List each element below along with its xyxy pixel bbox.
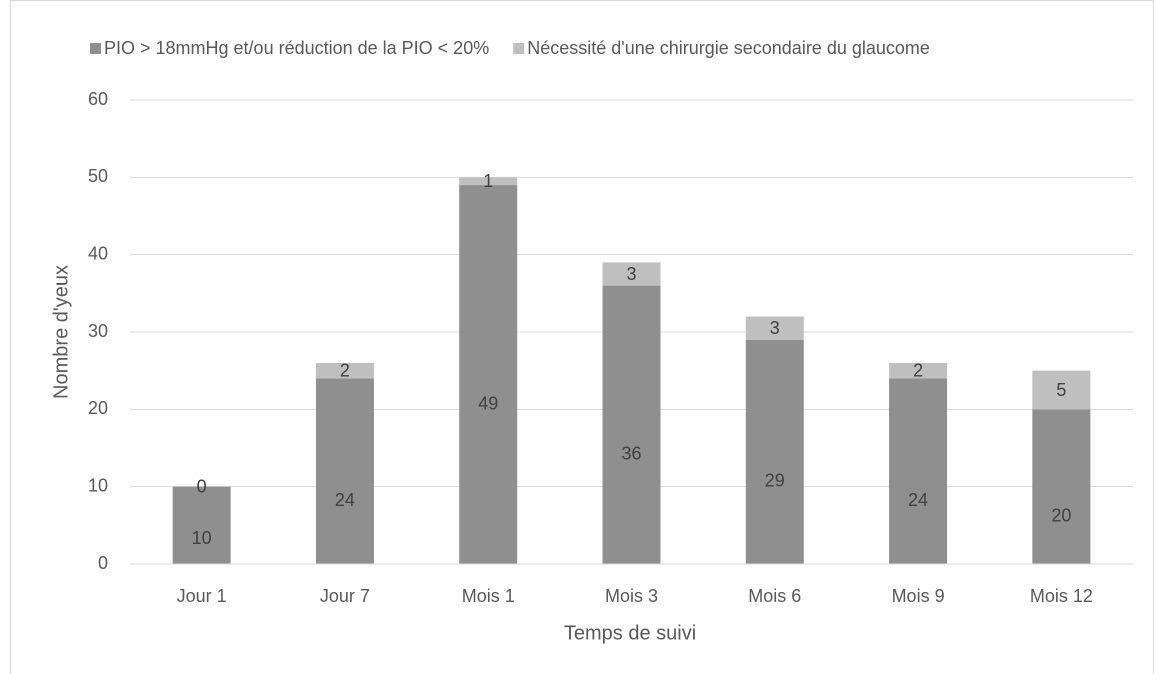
x-tick-label: Mois 6	[748, 586, 801, 606]
bar-segment	[315, 378, 374, 564]
bar-segment	[315, 362, 374, 379]
bar-segment	[459, 177, 518, 186]
data-label: 3	[626, 264, 636, 284]
y-axis-title: Nombre d'yeux	[50, 265, 72, 399]
legend-label: Nécessité d'une chirurgie secondaire du …	[527, 38, 930, 58]
chart-frame	[10, 0, 1154, 674]
legend-swatch	[90, 43, 101, 54]
bar-segment	[1032, 370, 1091, 410]
data-label: 10	[192, 528, 212, 548]
bar-segment	[889, 378, 948, 564]
data-label: 29	[765, 471, 785, 491]
x-tick-label: Mois 12	[1030, 586, 1093, 606]
x-tick-label: Mois 9	[892, 586, 945, 606]
bar-segment	[889, 362, 948, 379]
y-tick-label: 0	[98, 553, 108, 573]
bar-segment	[1032, 409, 1091, 564]
data-label: 24	[335, 490, 355, 510]
bar-segment	[745, 316, 804, 340]
data-label: 5	[1056, 380, 1066, 400]
x-tick-label: Mois 1	[462, 586, 515, 606]
legend-label: PIO > 18mmHg et/ou réduction de la PIO <…	[104, 38, 489, 58]
data-label: 2	[913, 360, 923, 380]
bar-segment	[602, 285, 661, 564]
x-tick-label: Mois 3	[605, 586, 658, 606]
y-tick-label: 60	[88, 89, 108, 109]
data-label: 2	[340, 360, 350, 380]
data-label: 3	[770, 318, 780, 338]
data-label: 49	[478, 393, 498, 413]
y-tick-label: 40	[88, 243, 108, 263]
bar-segment	[172, 486, 231, 564]
x-tick-label: Jour 7	[320, 586, 370, 606]
y-tick-label: 30	[88, 321, 108, 341]
bar-segment	[459, 185, 518, 565]
legend-swatch	[513, 43, 525, 54]
data-label: 20	[1051, 505, 1071, 525]
data-label: 36	[621, 444, 641, 464]
x-axis-title: Temps de suivi	[564, 622, 696, 644]
data-label: 24	[908, 490, 928, 510]
y-tick-label: 50	[88, 166, 108, 186]
data-label: 1	[483, 171, 493, 191]
x-tick-label: Jour 1	[177, 586, 227, 606]
data-label: 0	[197, 476, 207, 496]
bar-segment	[602, 262, 661, 286]
bar-segment	[745, 339, 804, 564]
y-tick-label: 20	[88, 398, 108, 418]
y-tick-label: 10	[88, 475, 108, 495]
